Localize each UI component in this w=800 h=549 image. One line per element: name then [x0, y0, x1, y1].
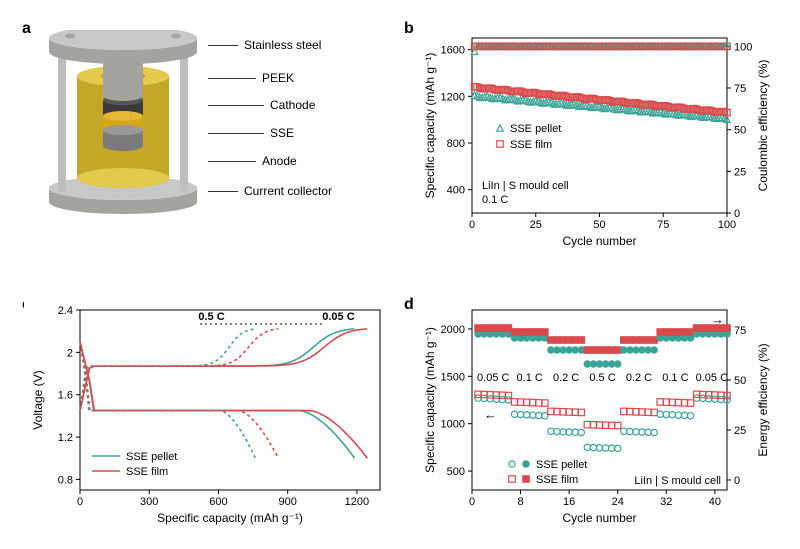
svg-text:0.05 C: 0.05 C: [696, 372, 728, 384]
svg-text:Specific capacity (mAh g⁻¹): Specific capacity (mAh g⁻¹): [157, 511, 303, 525]
svg-text:0.5 C: 0.5 C: [589, 372, 615, 384]
svg-text:75: 75: [657, 219, 669, 231]
svg-text:1200: 1200: [345, 496, 369, 508]
callout-label: Stainless steel: [244, 38, 321, 52]
svg-text:Cycle number: Cycle number: [562, 511, 636, 525]
panel-label-d: d: [404, 296, 414, 314]
svg-text:400: 400: [447, 185, 465, 197]
svg-text:1500: 1500: [441, 371, 465, 383]
svg-text:0: 0: [469, 219, 475, 231]
svg-text:2.4: 2.4: [58, 305, 73, 317]
svg-text:25: 25: [734, 425, 746, 437]
callout-label: Current collector: [244, 184, 332, 198]
svg-text:1.6: 1.6: [58, 390, 73, 402]
svg-text:Voltage (V): Voltage (V): [31, 370, 45, 429]
svg-text:0.5 C: 0.5 C: [198, 311, 224, 323]
svg-text:25: 25: [530, 219, 542, 231]
svg-text:SSE pellet: SSE pellet: [536, 459, 587, 471]
svg-text:SSE film: SSE film: [536, 474, 578, 486]
svg-text:LiIn | S mould cell: LiIn | S mould cell: [482, 180, 569, 192]
svg-text:1600: 1600: [441, 45, 465, 57]
svg-text:0.1 C: 0.1 C: [662, 372, 688, 384]
svg-text:0: 0: [734, 475, 740, 487]
svg-text:40: 40: [709, 496, 721, 508]
svg-text:1200: 1200: [441, 91, 465, 103]
panel-label-b: b: [404, 20, 414, 38]
svg-text:2: 2: [67, 347, 73, 359]
svg-text:24: 24: [612, 496, 624, 508]
svg-text:0.2 C: 0.2 C: [553, 372, 579, 384]
callout-label: Anode: [262, 154, 297, 168]
mould-cell-icon: [38, 30, 208, 220]
svg-text:8: 8: [518, 496, 524, 508]
svg-text:Energy efficiency (%): Energy efficiency (%): [756, 343, 770, 456]
svg-text:0.05 C: 0.05 C: [477, 372, 509, 384]
svg-text:SSE pellet: SSE pellet: [510, 123, 561, 135]
svg-text:16: 16: [563, 496, 575, 508]
svg-text:SSE pellet: SSE pellet: [126, 451, 177, 463]
callout-label: PEEK: [262, 71, 294, 85]
svg-text:←: ←: [484, 407, 497, 422]
svg-text:0.1 C: 0.1 C: [517, 372, 543, 384]
svg-text:0.2 C: 0.2 C: [626, 372, 652, 384]
panel-a-schematic: Stainless steel PEEK Cathode SSE Anode Curren…: [28, 30, 388, 220]
svg-text:Cycle number: Cycle number: [562, 234, 636, 248]
svg-text:50: 50: [593, 219, 605, 231]
svg-text:800: 800: [447, 138, 465, 150]
panel-c-chart: 0 300 600 900 1200 0.8 1.2 1.6 2 2.4 Specific capa…: [24, 300, 394, 536]
svg-text:0: 0: [734, 208, 740, 220]
svg-text:900: 900: [279, 496, 297, 508]
svg-text:0.8: 0.8: [58, 474, 73, 486]
svg-text:2000: 2000: [441, 324, 465, 336]
svg-text:LiIn | S mould cell: LiIn | S mould cell: [634, 475, 721, 487]
svg-text:25: 25: [734, 166, 746, 178]
svg-text:600: 600: [209, 496, 227, 508]
panel-d-chart: 0816243240500100015002000Cycle numberSpe…: [420, 300, 780, 536]
svg-text:50: 50: [734, 125, 746, 137]
svg-text:0.05 C: 0.05 C: [322, 311, 354, 323]
svg-text:Coulombic efficiency (%): Coulombic efficiency (%): [756, 60, 770, 192]
callout-label: Cathode: [270, 98, 315, 112]
svg-text:SSE film: SSE film: [126, 466, 168, 478]
svg-text:75: 75: [734, 325, 746, 337]
svg-text:Specific capacity (mAh g⁻¹): Specific capacity (mAh g⁻¹): [423, 327, 437, 473]
svg-text:50: 50: [734, 375, 746, 387]
svg-text:300: 300: [140, 496, 158, 508]
svg-text:SSE film: SSE film: [510, 139, 552, 151]
svg-text:1000: 1000: [441, 419, 465, 431]
svg-text:0: 0: [77, 496, 83, 508]
svg-text:0: 0: [469, 496, 475, 508]
svg-text:Specific capacity (mAh g⁻¹): Specific capacity (mAh g⁻¹): [423, 53, 437, 199]
svg-text:32: 32: [660, 496, 672, 508]
svg-text:100: 100: [734, 41, 752, 53]
svg-text:100: 100: [718, 219, 736, 231]
svg-text:→: →: [711, 312, 724, 327]
svg-text:0.1 C: 0.1 C: [482, 194, 508, 206]
svg-text:75: 75: [734, 83, 746, 95]
panel-b-chart: 0 25 50 75 100 400 800 1200 1600 Cycle number Spec…: [420, 28, 780, 258]
callout-label: SSE: [270, 126, 294, 140]
svg-text:1.2: 1.2: [58, 432, 73, 444]
svg-text:500: 500: [447, 466, 465, 478]
